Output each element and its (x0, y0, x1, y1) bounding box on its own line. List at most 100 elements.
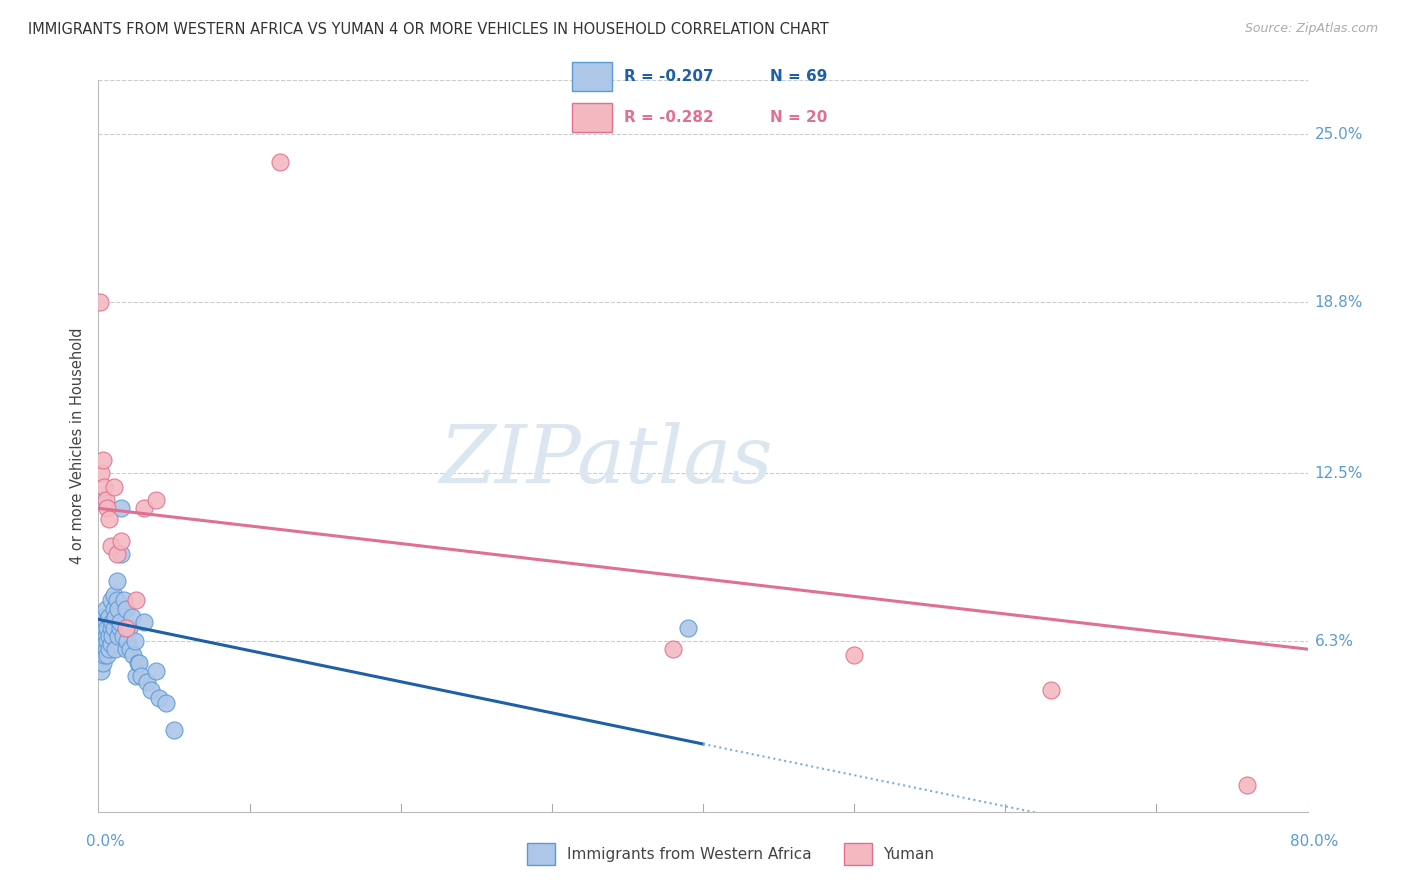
Point (110, 547, 132, 561)
Point (110, 533, 132, 548)
Point (90, 642, 112, 657)
Point (122, 648, 145, 662)
Point (128, 656, 150, 670)
Point (1236, 778, 1258, 792)
Point (141, 682, 163, 697)
Point (661, 642, 683, 657)
Point (98, 609, 121, 624)
Text: R = -0.207: R = -0.207 (624, 69, 714, 84)
Point (145, 664, 167, 678)
Text: 18.8%: 18.8% (1315, 295, 1362, 310)
Point (103, 620, 125, 634)
Point (111, 629, 134, 643)
Point (93, 648, 115, 662)
Point (101, 615, 124, 629)
Point (98, 629, 121, 643)
Point (91, 656, 114, 670)
Point (1039, 682, 1062, 697)
Text: Source: ZipAtlas.com: Source: ZipAtlas.com (1244, 22, 1378, 36)
Point (98, 512, 121, 526)
Text: Immigrants from Western Africa: Immigrants from Western Africa (567, 847, 811, 862)
Point (112, 593, 135, 607)
Point (89, 656, 111, 670)
Point (96, 634, 118, 648)
Point (93, 634, 115, 648)
Point (94, 629, 117, 643)
Point (114, 601, 136, 615)
Point (148, 690, 170, 705)
Text: N = 69: N = 69 (769, 69, 827, 84)
Point (89, 629, 111, 643)
Point (104, 642, 127, 657)
Point (110, 501, 132, 516)
Point (103, 601, 125, 615)
Point (105, 574, 128, 589)
Point (91, 615, 114, 629)
Text: R = -0.282: R = -0.282 (624, 110, 714, 125)
Point (89, 648, 111, 662)
Text: ZIPatlas: ZIPatlas (440, 422, 773, 500)
Point (114, 620, 136, 634)
Point (89, 295, 111, 310)
Point (145, 493, 167, 508)
Point (676, 620, 699, 634)
Point (98, 642, 121, 657)
Point (125, 593, 148, 607)
Point (90, 620, 112, 634)
Point (94, 615, 117, 629)
Y-axis label: 4 or more Vehicles in Household: 4 or more Vehicles in Household (70, 327, 86, 565)
Point (121, 609, 143, 624)
Point (100, 539, 122, 553)
Point (96, 501, 118, 516)
Point (91, 452, 114, 467)
Bar (572, 103, 612, 132)
Point (100, 637, 122, 651)
Point (107, 629, 129, 643)
Point (120, 642, 142, 657)
Point (96, 620, 118, 634)
Point (93, 480, 115, 494)
Point (91, 629, 114, 643)
Point (108, 620, 131, 634)
Point (100, 620, 122, 634)
Point (90, 634, 112, 648)
Point (844, 648, 866, 662)
Point (91, 493, 114, 508)
Point (103, 480, 125, 494)
Text: 12.5%: 12.5% (1315, 466, 1362, 481)
Point (107, 601, 129, 615)
Text: IMMIGRANTS FROM WESTERN AFRICA VS YUMAN 4 OR MORE VEHICLES IN HOUSEHOLD CORRELAT: IMMIGRANTS FROM WESTERN AFRICA VS YUMAN … (28, 22, 830, 37)
Text: 80.0%: 80.0% (1291, 834, 1339, 849)
Point (104, 609, 127, 624)
Text: Yuman: Yuman (883, 847, 934, 862)
Text: 6.3%: 6.3% (1315, 633, 1354, 648)
Point (124, 634, 146, 648)
Text: N = 20: N = 20 (769, 110, 827, 125)
Point (163, 723, 186, 738)
Point (135, 674, 157, 689)
Point (132, 501, 155, 516)
Point (129, 669, 152, 683)
Point (90, 664, 112, 678)
Point (115, 634, 138, 648)
Bar (572, 62, 612, 91)
Point (90, 466, 112, 480)
Point (93, 620, 115, 634)
Point (94, 601, 117, 615)
Point (118, 620, 141, 634)
Point (132, 615, 155, 629)
Point (105, 593, 128, 607)
Point (125, 669, 148, 683)
Point (89, 642, 111, 657)
Point (96, 648, 118, 662)
Point (105, 547, 128, 561)
Point (108, 615, 131, 629)
Text: 0.0%: 0.0% (86, 834, 125, 849)
Point (90, 650, 112, 665)
Point (94, 493, 117, 508)
Point (114, 642, 136, 657)
Point (269, 154, 291, 169)
Text: 25.0%: 25.0% (1315, 127, 1362, 142)
Point (100, 593, 122, 607)
Point (101, 629, 124, 643)
